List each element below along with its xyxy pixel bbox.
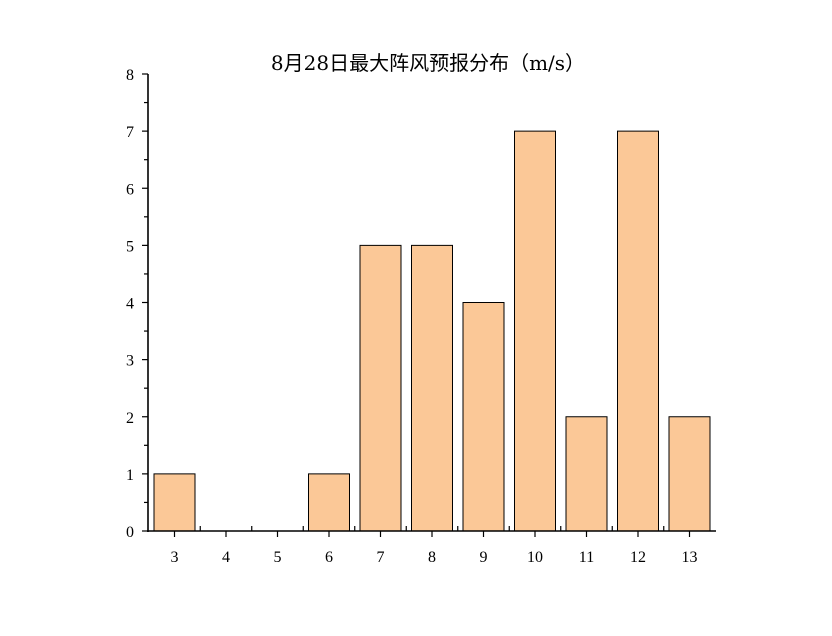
- y-tick-label: 6: [126, 181, 134, 198]
- x-axis: 3 4 5 6 7 8 9 10 11 12 13: [147, 526, 716, 566]
- x-tick-label: 11: [579, 549, 594, 566]
- x-tick-label: 10: [527, 549, 543, 566]
- y-tick-label: 2: [126, 410, 134, 427]
- y-tick-label: 4: [126, 296, 134, 313]
- x-tick-label: 3: [171, 549, 179, 566]
- bar-13: [668, 416, 711, 532]
- bars-group: [153, 130, 711, 532]
- y-tick-label: 1: [126, 467, 134, 484]
- x-tick-label: 4: [222, 549, 230, 566]
- x-tick-label: 6: [325, 549, 333, 566]
- bar-8: [411, 244, 453, 532]
- bar-6: [308, 473, 350, 532]
- bar-9: [462, 302, 505, 532]
- chart-title: 8月28日最大阵风预报分布（m/s）: [271, 51, 585, 75]
- x-tick-label: 13: [682, 549, 698, 566]
- bar-12: [617, 130, 659, 532]
- y-axis: 0 1 2 3 4 5 6 7 8: [126, 67, 149, 541]
- y-tick-label: 3: [126, 353, 134, 370]
- y-tick-label: 5: [126, 238, 134, 255]
- x-tick-label: 5: [274, 549, 282, 566]
- y-tick-label: 7: [126, 124, 134, 141]
- y-tick-label: 0: [126, 524, 134, 541]
- bar-10: [514, 130, 556, 532]
- y-tick-label: 8: [126, 67, 134, 84]
- bar-11: [565, 416, 608, 532]
- bar-3: [153, 473, 196, 532]
- x-tick-label: 9: [480, 549, 488, 566]
- x-tick-label: 8: [428, 549, 436, 566]
- x-tick-label: 7: [377, 549, 385, 566]
- x-tick-label: 12: [630, 549, 646, 566]
- bar-7: [359, 244, 402, 532]
